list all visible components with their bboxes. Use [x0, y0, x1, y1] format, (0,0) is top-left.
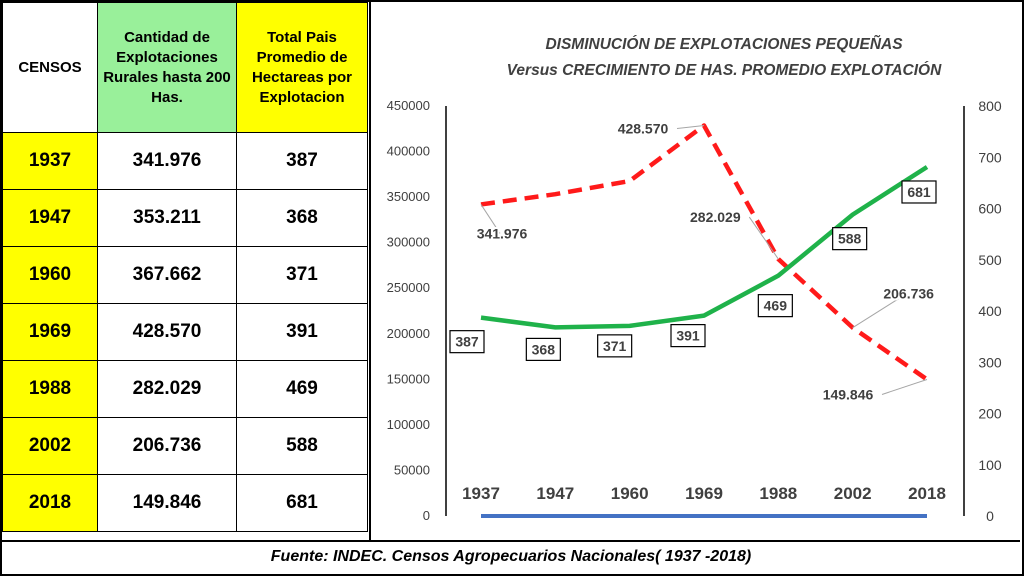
right-tick-label: 600: [978, 201, 1002, 217]
row-year: 1947: [2, 189, 98, 247]
data-label-promedio: 588: [838, 231, 862, 247]
right-tick-label: 400: [978, 303, 1002, 319]
data-label-promedio: 371: [603, 338, 627, 354]
census-table: CENSOS Cantidad de Explotaciones Rurales…: [2, 2, 368, 532]
leader-line: [748, 216, 779, 260]
row-explotaciones: 367.662: [97, 246, 237, 304]
left-tick-label: 450000: [387, 98, 430, 113]
row-year: 1969: [2, 303, 98, 361]
row-promedio: 391: [236, 303, 368, 361]
data-label-box: [832, 227, 868, 251]
data-label-box: [901, 180, 937, 204]
leader-line: [881, 378, 928, 395]
table-row: 2018 149.846 681: [2, 474, 368, 532]
row-year: 1937: [2, 132, 98, 190]
data-label-box: [670, 324, 706, 348]
line-chart: DISMINUCIÓN DE EXPLOTACIONES PEQUEÑAS Ve…: [387, 35, 1002, 524]
x-tick-label: 1988: [759, 484, 797, 503]
data-label-explotaciones: 282.029: [690, 209, 741, 225]
leader-line: [676, 125, 705, 130]
header-censos: CENSOS: [2, 2, 98, 133]
x-tick-label: 1947: [536, 484, 574, 503]
row-year: 1960: [2, 246, 98, 304]
chart-container: DISMINUCIÓN DE EXPLOTACIONES PEQUEÑAS Ve…: [369, 2, 1022, 540]
x-tick-label: 2002: [834, 484, 872, 503]
table-row: 1969 428.570 391: [2, 303, 368, 361]
row-promedio: 681: [236, 474, 368, 532]
x-tick-label: 1960: [611, 484, 649, 503]
row-promedio: 387: [236, 132, 368, 190]
data-label-explotaciones: 149.846: [823, 386, 874, 402]
left-tick-label: 150000: [387, 371, 430, 386]
right-tick-label: 300: [978, 354, 1002, 370]
data-label-promedio: 391: [676, 328, 700, 344]
left-tick-label: 350000: [387, 189, 430, 204]
data-label-explotaciones: 341.976: [477, 225, 528, 241]
data-label-explotaciones: 206.736: [883, 286, 934, 302]
row-explotaciones: 428.570: [97, 303, 237, 361]
header-promedio: Total Pais Promedio de Hectareas por Exp…: [236, 2, 368, 133]
table-header-row: CENSOS Cantidad de Explotaciones Rurales…: [2, 2, 368, 133]
row-explotaciones: 282.029: [97, 360, 237, 418]
row-promedio: 371: [236, 246, 368, 304]
footer-source: Fuente: INDEC. Censos Agropecuarios Naci…: [2, 540, 1020, 574]
data-label-box: [449, 330, 485, 354]
left-tick-label: 0: [423, 508, 430, 523]
left-tick-label: 100000: [387, 417, 430, 432]
row-promedio: 469: [236, 360, 368, 418]
left-tick-label: 400000: [387, 144, 430, 159]
left-tick-label: 50000: [394, 462, 430, 477]
data-label-box: [525, 337, 561, 361]
x-tick-label: 1969: [685, 484, 723, 503]
row-explotaciones: 341.976: [97, 132, 237, 190]
right-tick-label: 700: [978, 149, 1002, 165]
right-tick-label: 100: [978, 457, 1002, 473]
row-promedio: 368: [236, 189, 368, 247]
right-tick-label: 200: [978, 406, 1002, 422]
data-label-promedio: 469: [764, 298, 788, 314]
data-label-promedio: 368: [532, 341, 556, 357]
chart-title-line1: DISMINUCIÓN DE EXPLOTACIONES PEQUEÑAS: [545, 35, 903, 53]
row-promedio: 588: [236, 417, 368, 475]
right-tick-label: 500: [978, 252, 1002, 268]
row-year: 1988: [2, 360, 98, 418]
data-label-box: [597, 334, 633, 358]
x-tick-label: 2018: [908, 484, 946, 503]
data-label-explotaciones: 428.570: [618, 121, 669, 137]
data-label-promedio: 681: [907, 184, 931, 200]
table-row: 1988 282.029 469: [2, 360, 368, 418]
left-tick-label: 200000: [387, 326, 430, 341]
leader-line: [480, 204, 501, 234]
table-row: 1947 353.211 368: [2, 189, 368, 247]
leader-line: [852, 293, 907, 329]
table-row: 1960 367.662 371: [2, 246, 368, 304]
row-explotaciones: 206.736: [97, 417, 237, 475]
data-label-box: [757, 294, 793, 318]
header-explotaciones: Cantidad de Explotaciones Rurales hasta …: [97, 2, 237, 133]
left-tick-label: 300000: [387, 235, 430, 250]
series-line-promedio: [480, 165, 929, 330]
data-label-promedio: 387: [455, 334, 479, 350]
x-tick-label: 1937: [462, 484, 500, 503]
left-tick-label: 250000: [387, 280, 430, 295]
table-row: 2002 206.736 588: [2, 417, 368, 475]
right-tick-label: 0: [986, 508, 994, 524]
chart-title-line2: Versus CRECIMIENTO DE HAS. PROMEDIO EXPL…: [507, 61, 942, 79]
row-explotaciones: 149.846: [97, 474, 237, 532]
row-year: 2002: [2, 417, 98, 475]
row-year: 2018: [2, 474, 98, 532]
right-tick-label: 800: [978, 98, 1002, 114]
row-explotaciones: 353.211: [97, 189, 237, 247]
table-row: 1937 341.976 387: [2, 132, 368, 190]
